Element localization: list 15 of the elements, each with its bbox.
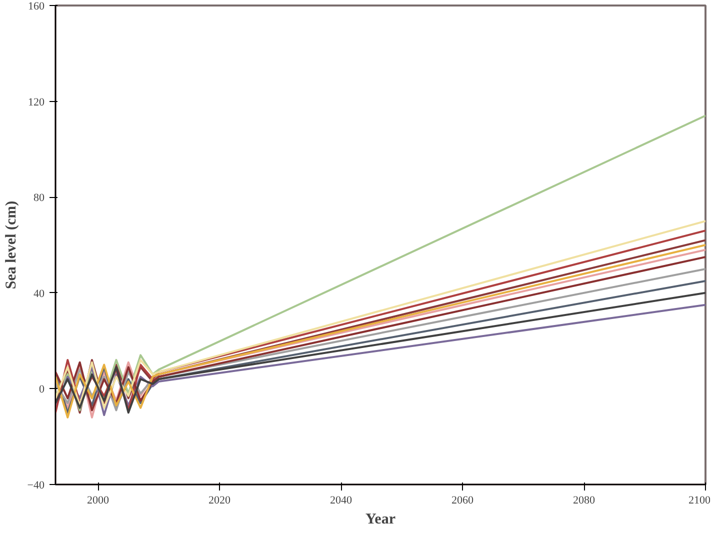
x-tick-label: 2100	[688, 494, 711, 506]
y-axis-title: Sea level (cm)	[3, 200, 20, 290]
y-tick-label: 120	[28, 96, 45, 108]
x-axis-title: Year	[366, 512, 396, 528]
line-series	[56, 114, 706, 412]
y-tick-label: 160	[28, 0, 45, 12]
x-tick-label: 2000	[87, 494, 110, 506]
y-tick-label: 40	[34, 288, 45, 300]
y-tick-label: 0	[39, 384, 45, 396]
x-tick-label: 2080	[573, 494, 596, 506]
x-tick-label: 2020	[208, 494, 232, 506]
x-tick-label: 2060	[452, 494, 474, 506]
y-tick-label: 80	[34, 192, 45, 204]
x-tick-label: 2040	[330, 494, 353, 506]
y-tick-label: −40	[27, 480, 45, 492]
